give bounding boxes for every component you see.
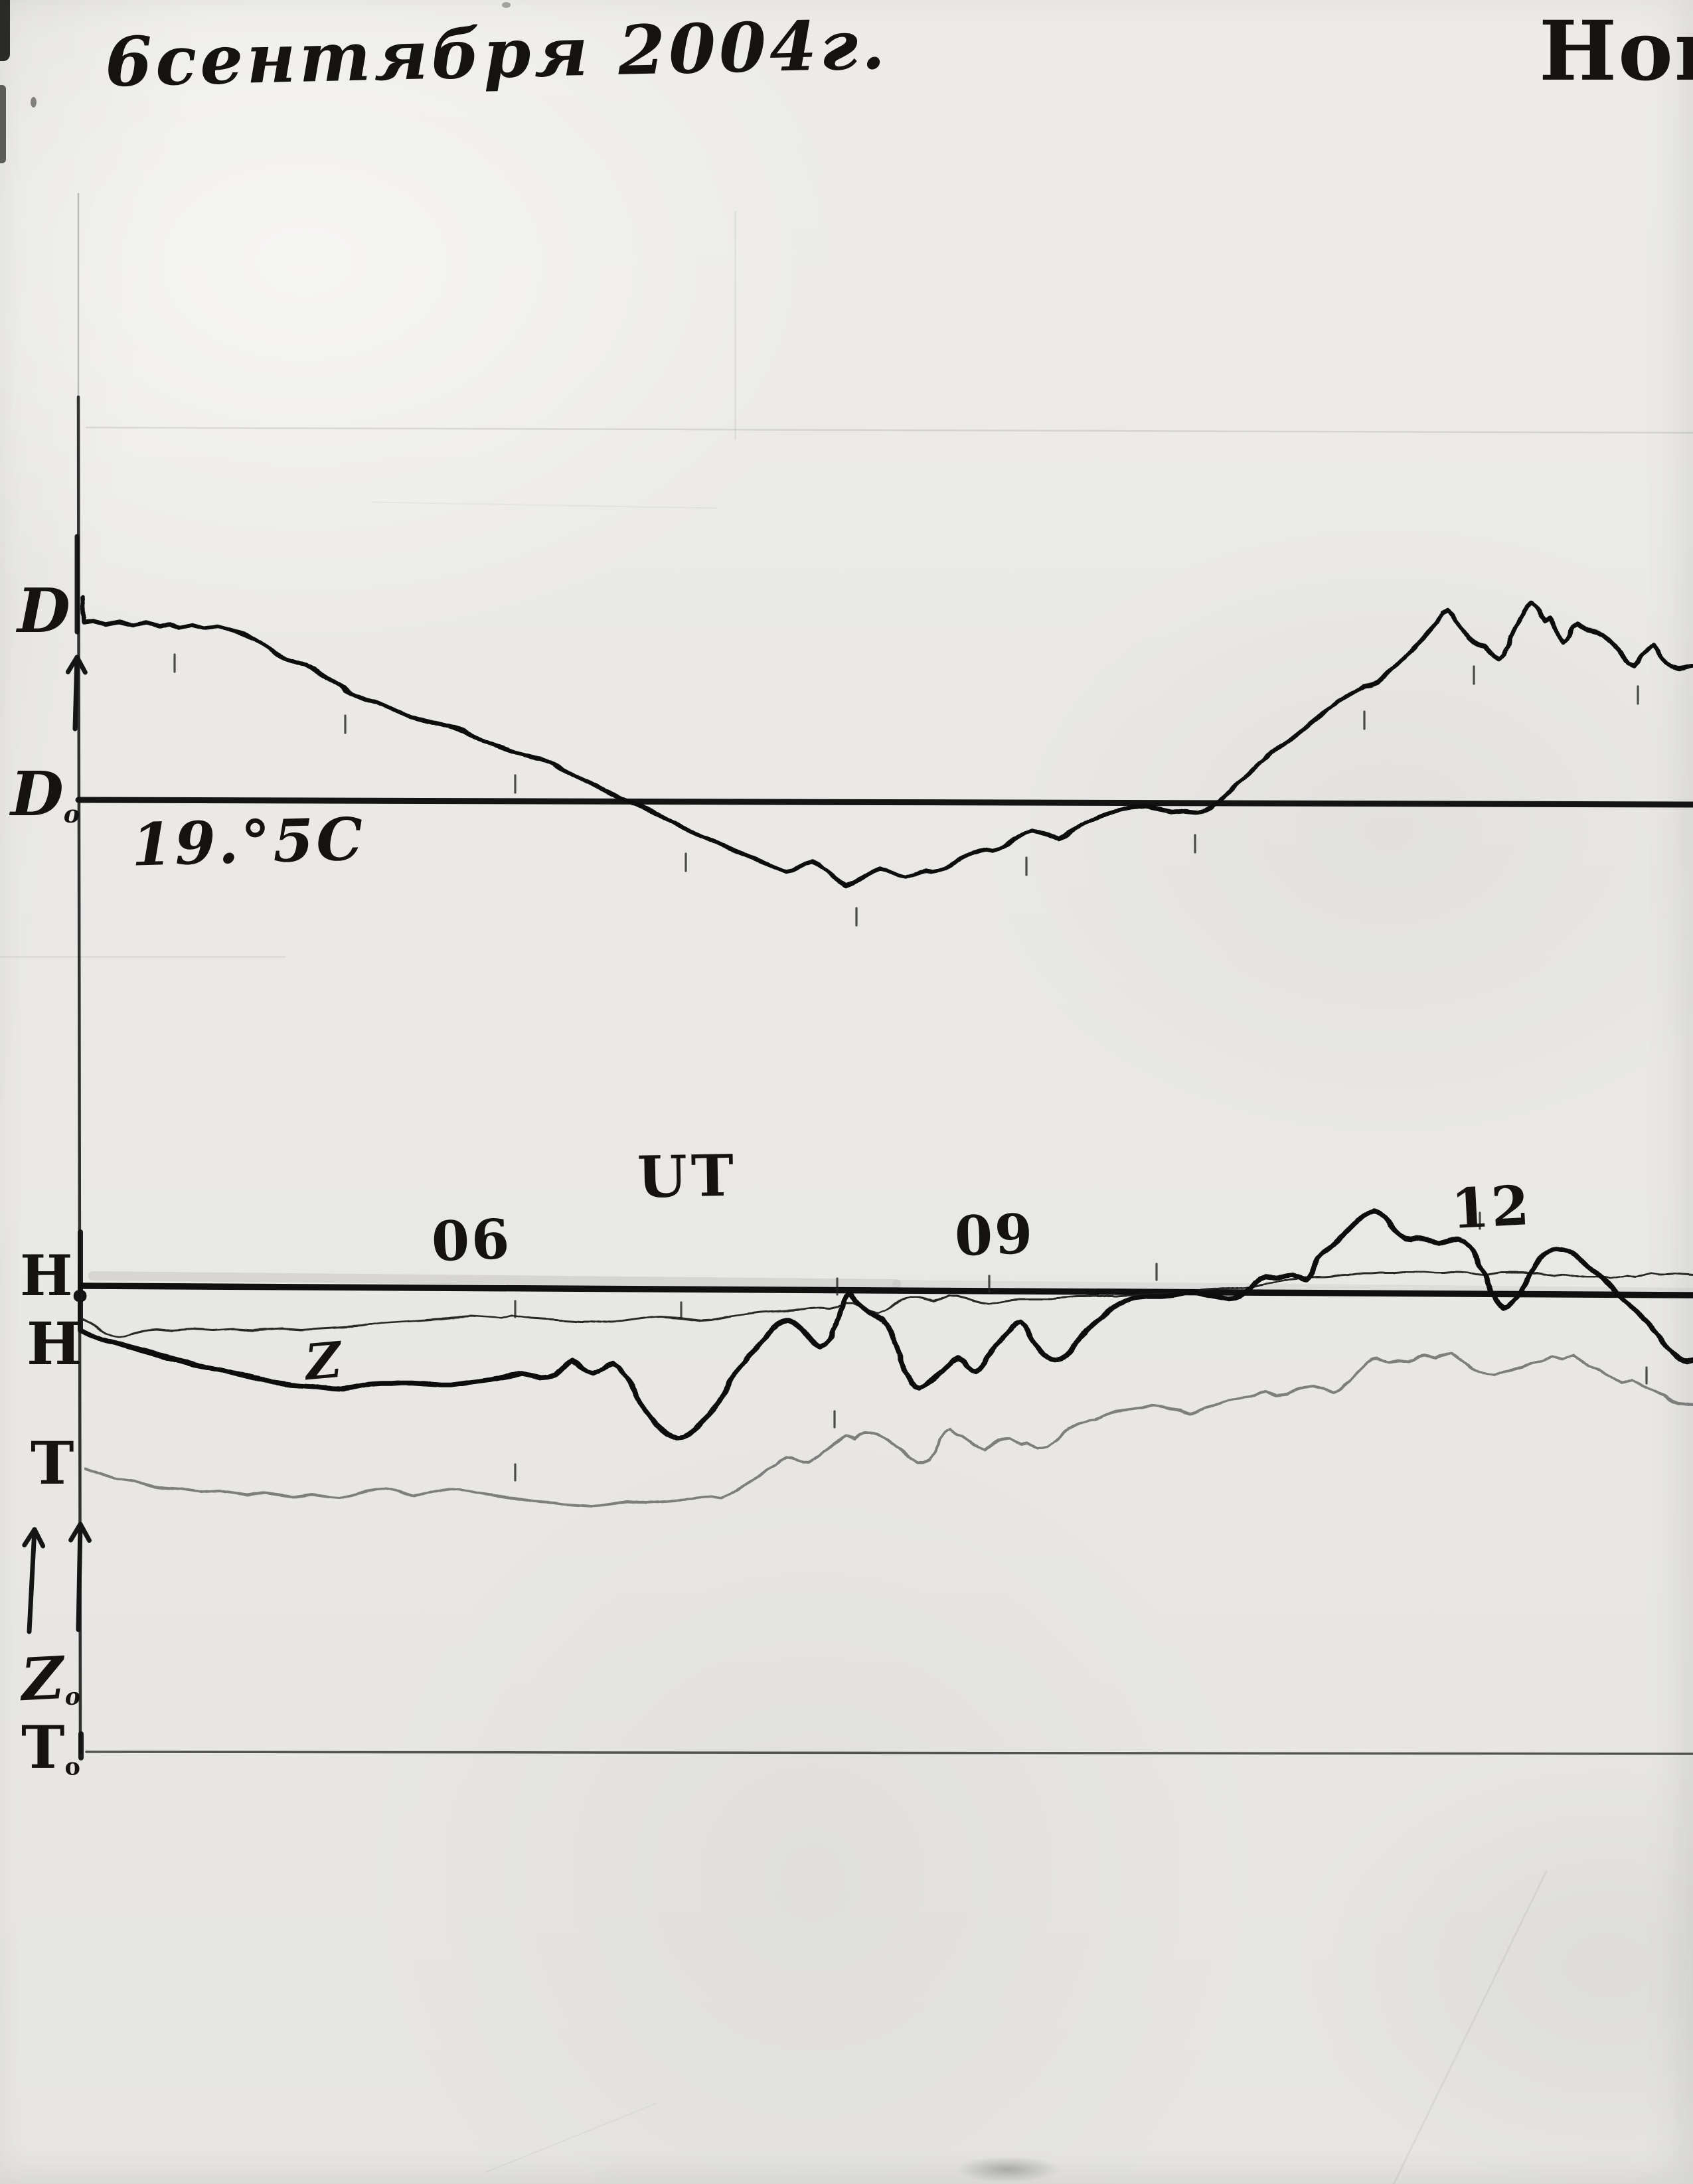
h0-scan-echo-right — [892, 1280, 1693, 1296]
trace-Z — [81, 1271, 1693, 1338]
d0-baseline — [75, 797, 1693, 808]
z0-baseline-label: Zo — [19, 1643, 82, 1714]
t-scale-arrow — [76, 1521, 83, 1632]
time-tick-label-06: 06 — [430, 1207, 513, 1275]
d0-baseline-label: Do — [11, 763, 80, 826]
t0-label-main: T — [21, 1713, 65, 1782]
z-trace-inline-label: Z — [303, 1331, 344, 1392]
d-axis-label-text: D — [17, 575, 70, 647]
z-scale-arrow-head — [32, 1527, 46, 1549]
d0-label-main: D — [11, 758, 64, 830]
d-scale-arrow — [72, 655, 80, 732]
z-scale-arrow-head — [22, 1527, 37, 1548]
faint-upper-rule — [85, 426, 1693, 434]
temperature-annotation: 19.°5C — [130, 804, 366, 880]
trace-T — [84, 1352, 1693, 1508]
d-scale-arrow-head — [65, 655, 80, 674]
h0-label-main: H — [20, 1243, 73, 1308]
trace-group — [80, 595, 1693, 1508]
z0-label-main: Z — [19, 1643, 66, 1715]
d0-label-subscript: o — [63, 799, 80, 829]
time-tick-label-12: 12 — [1449, 1173, 1533, 1242]
h-trace-label: H — [27, 1309, 82, 1378]
z-scale-arrow — [27, 1527, 37, 1634]
date-title: 6сентября 2004г. — [104, 5, 890, 103]
t-trace-label: T — [31, 1429, 74, 1498]
h0-baseline-label: Ho — [20, 1248, 88, 1306]
d-axis-label: D — [17, 580, 70, 641]
z0-t0-baseline — [85, 1751, 1693, 1755]
t-scale-arrow-head — [68, 1521, 83, 1543]
h0-label-subscript: o — [72, 1281, 88, 1308]
h0-scan-echo-left — [88, 1271, 901, 1288]
t-scale-arrow-head — [78, 1521, 92, 1543]
h0-baseline — [79, 1283, 1693, 1298]
d-scale-arrow-head — [74, 655, 88, 675]
time-tick-label-09: 09 — [953, 1202, 1036, 1269]
station-name-partial: Нов — [1539, 3, 1693, 100]
z0-label-subscript: o — [64, 1683, 82, 1711]
ut-axis-label: UT — [637, 1142, 738, 1211]
trace-H — [80, 1208, 1693, 1441]
t0-baseline-label: To — [21, 1718, 80, 1779]
trace-D — [80, 595, 1693, 889]
t0-label-subscript: o — [64, 1753, 80, 1781]
